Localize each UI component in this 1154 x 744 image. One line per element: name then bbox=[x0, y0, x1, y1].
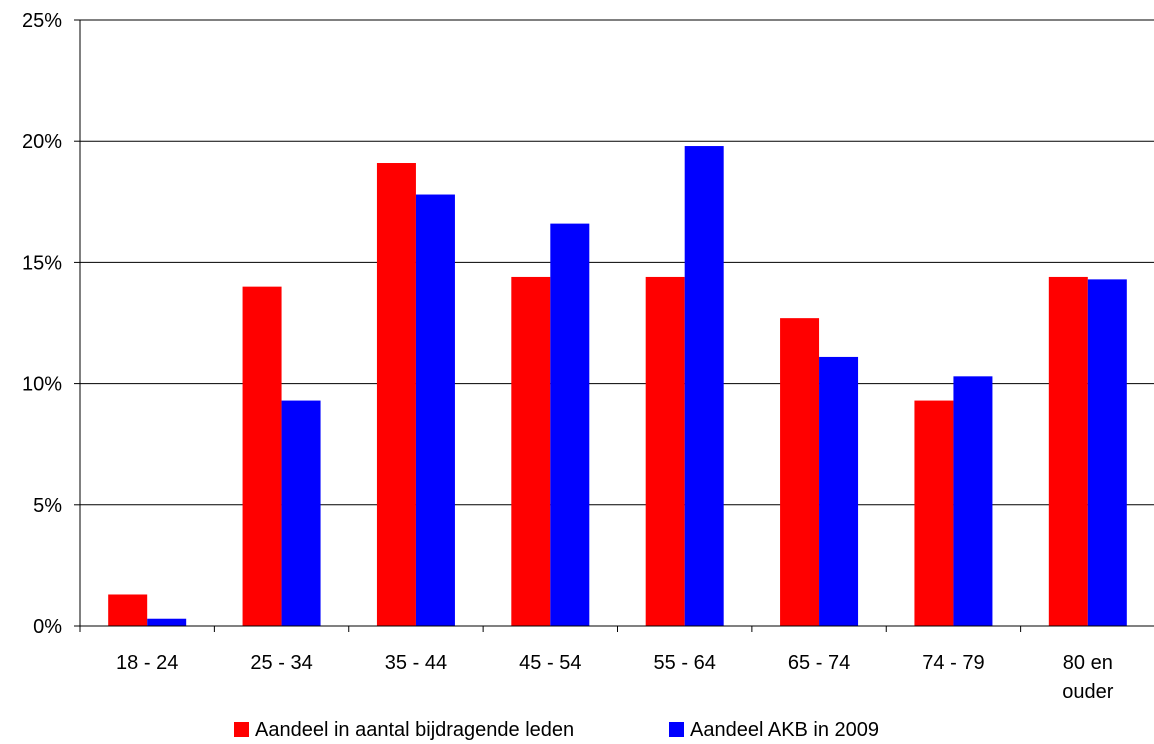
x-category-label: 45 - 54 bbox=[519, 652, 581, 674]
x-category-label: 65 - 74 bbox=[788, 652, 850, 674]
x-category-line: 18 - 24 bbox=[116, 652, 178, 674]
legend-label-2: Aandeel AKB in 2009 bbox=[690, 719, 879, 741]
bar-akb-2 bbox=[281, 400, 321, 626]
bar-leden-7 bbox=[914, 400, 954, 626]
x-axis-categories: 18 - 24 25 - 34 35 - 44 45 - 54 55 - 64 65 - … bbox=[116, 652, 1114, 703]
bar-leden-5 bbox=[645, 276, 685, 626]
legend-swatch-1 bbox=[234, 722, 249, 737]
legend: Aandeel in aantal bijdragende leden Aande… bbox=[234, 719, 879, 741]
bar-akb-6 bbox=[819, 356, 859, 626]
x-category-label: 80 en ouder bbox=[1062, 652, 1113, 703]
bar-leden-4 bbox=[511, 276, 551, 626]
y-tick-label: 20% bbox=[22, 131, 62, 153]
x-category-line: 45 - 54 bbox=[519, 652, 581, 674]
gridlines bbox=[80, 19, 1154, 506]
bar-akb-4 bbox=[550, 223, 590, 626]
x-category-label: 74 - 79 bbox=[922, 652, 984, 674]
y-tick-label: 0% bbox=[33, 616, 62, 638]
x-category-line: 55 - 64 bbox=[654, 652, 716, 674]
x-category-line: ouder bbox=[1062, 681, 1113, 703]
x-category-label: 18 - 24 bbox=[116, 652, 178, 674]
bar-leden-1 bbox=[108, 594, 148, 626]
bar-akb-1 bbox=[147, 618, 187, 626]
bar-akb-8 bbox=[1087, 279, 1127, 626]
bar-akb-7 bbox=[953, 376, 993, 626]
x-category-label: 25 - 34 bbox=[250, 652, 312, 674]
y-tick-label: 5% bbox=[33, 495, 62, 517]
bar-akb-3 bbox=[415, 194, 455, 626]
x-category-label: 55 - 64 bbox=[654, 652, 716, 674]
x-category-line: 74 - 79 bbox=[922, 652, 984, 674]
x-category-line: 25 - 34 bbox=[250, 652, 312, 674]
bar-leden-8 bbox=[1048, 276, 1088, 626]
x-category-line: 80 en bbox=[1063, 652, 1113, 674]
legend-swatch-2 bbox=[669, 722, 684, 737]
axes bbox=[79, 20, 1154, 632]
bar-leden-2 bbox=[242, 286, 282, 626]
y-axis-ticks: 0% 5% 10% 15% 20% 25% bbox=[22, 10, 80, 638]
y-tick-label: 10% bbox=[22, 374, 62, 396]
y-tick-label: 25% bbox=[22, 10, 62, 32]
legend-label-1: Aandeel in aantal bijdragende leden bbox=[255, 719, 574, 741]
x-category-line: 65 - 74 bbox=[788, 652, 850, 674]
x-category-label: 35 - 44 bbox=[385, 652, 447, 674]
bars bbox=[108, 146, 1127, 627]
bar-akb-5 bbox=[684, 146, 724, 626]
bar-leden-3 bbox=[376, 163, 416, 627]
y-tick-label: 15% bbox=[22, 252, 62, 274]
x-category-line: 35 - 44 bbox=[385, 652, 447, 674]
bar-leden-6 bbox=[780, 318, 820, 626]
